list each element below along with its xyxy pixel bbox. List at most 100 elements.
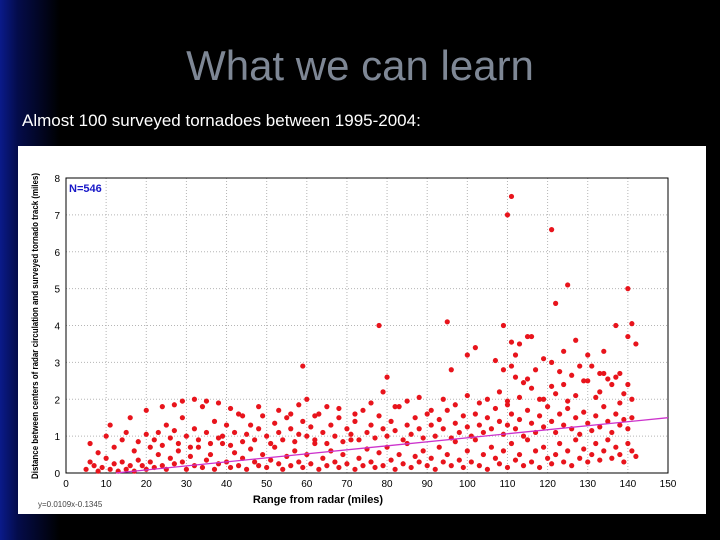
x-tick-label: 70 [341,479,353,490]
data-point [135,457,141,463]
data-point [404,398,410,404]
x-tick-labels: 0 10 20 30 40 50 60 70 80 90 100 110 120 130 140 150 [63,479,677,490]
data-point [143,407,149,413]
data-point [508,440,515,447]
data-point [536,396,543,402]
data-point [159,442,165,448]
data-point [83,466,89,472]
data-point [464,392,470,399]
x-tick-label: 110 [499,479,515,490]
data-point [605,418,611,424]
slide-subtitle: Almost 100 surveyed tornadoes between 19… [22,111,421,130]
data-point [561,422,567,428]
data-point [532,367,539,373]
data-point [565,405,571,412]
data-point [292,448,298,454]
data-point [264,433,270,439]
data-point [235,463,242,469]
data-point [304,433,310,439]
data-point [159,463,165,469]
y-axis-label: Distance between centers of radar circul… [30,173,41,479]
data-point [352,411,358,417]
data-point [508,363,515,369]
data-point [396,404,402,410]
data-point [396,451,402,458]
y-tick-labels: 0 1 2 3 4 5 6 7 8 [54,174,60,480]
data-point [472,411,478,417]
data-point [416,459,422,465]
data-point [553,300,559,306]
data-point [621,459,627,465]
data-point [585,459,591,465]
data-point [597,389,603,395]
data-point [448,367,454,373]
data-point [581,409,587,415]
data-point [452,439,458,445]
data-point [348,431,354,437]
data-point [211,466,218,472]
data-point [264,464,270,471]
trend-line [116,417,669,474]
slide-title: What we can learn [186,42,534,89]
data-point [187,444,194,450]
data-point [336,415,342,421]
data-point [211,418,218,424]
data-point [123,466,129,472]
y-tick-label: 1 [54,432,60,443]
data-point [532,448,539,454]
data-point [524,407,531,413]
data-point [296,459,302,465]
x-tick-label: 10 [101,479,113,490]
data-point [609,429,615,436]
data-point [268,457,274,463]
data-point [260,451,266,458]
data-point [167,435,173,441]
data-point [629,448,635,454]
data-point [352,466,358,472]
data-point [432,466,438,472]
data-point [464,448,470,454]
data-point [549,418,555,424]
data-point [512,374,519,380]
y-tick-label: 0 [54,469,60,480]
data-point [512,352,519,358]
data-point [304,396,310,402]
data-point [280,437,286,443]
data-point [573,392,579,399]
data-point [589,427,595,434]
data-point [284,415,290,421]
data-point [292,439,298,445]
data-point [392,427,398,434]
data-point [227,464,234,471]
x-tick-label: 0 [63,479,69,490]
data-point [504,464,511,471]
data-point [87,459,93,465]
data-point [288,426,294,432]
data-point [203,398,210,404]
data-point [597,457,603,463]
data-point [496,389,503,395]
data-point [356,455,362,461]
data-point [597,370,603,377]
data-point [496,418,503,424]
data-point [123,429,129,436]
data-point [444,451,450,458]
data-point [569,463,575,469]
data-point [528,420,535,426]
data-point [464,352,470,358]
data-point [468,459,474,465]
data-point [549,461,555,467]
data-point [324,404,330,410]
data-point [199,464,206,471]
data-point [484,466,490,472]
data-point [195,437,202,443]
data-point [107,466,113,472]
data-point [448,463,454,469]
data-point [476,400,482,406]
data-point [300,363,306,369]
data-point [508,411,515,417]
data-point [416,426,422,432]
data-point [472,345,478,351]
data-point [484,415,490,421]
data-point [364,429,370,436]
